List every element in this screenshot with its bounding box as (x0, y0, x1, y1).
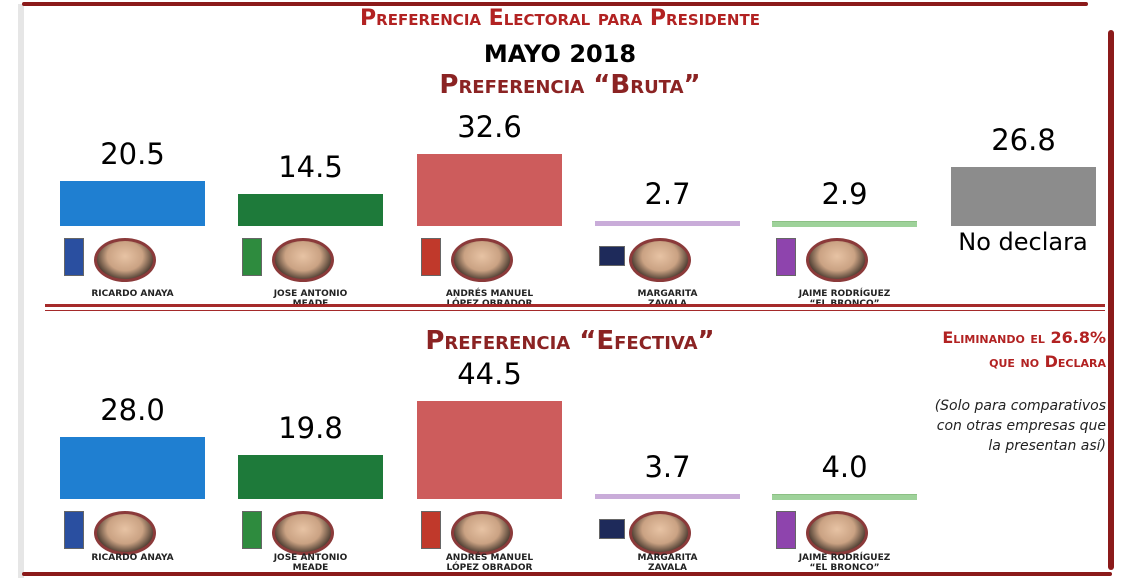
section-title-bruta: Preferencia “Bruta” (439, 70, 701, 100)
value-label-bruta-5: 26.8 (991, 123, 1056, 157)
value-label-bruta-2: 32.6 (457, 110, 522, 144)
note-comparativos: (Solo para comparativos con otras empres… (934, 398, 1106, 454)
candidate-photo-icon (94, 511, 156, 555)
party-logo-icon (64, 238, 84, 276)
candidate-photo-icon (629, 238, 691, 282)
bar-efectiva-1 (238, 455, 383, 499)
candidate-name: RICARDO ANAYA (91, 289, 174, 299)
value-label-efectiva-2: 44.5 (457, 357, 522, 391)
value-label-bruta-4: 2.9 (821, 177, 868, 211)
bar-bruta-2 (417, 154, 562, 226)
section-divider (45, 304, 1105, 307)
candidate-photo-icon (451, 511, 513, 555)
party-logo-icon (776, 511, 796, 549)
section-divider-thin (45, 310, 1105, 311)
value-label-efectiva-4: 4.0 (821, 450, 868, 484)
candidate-name: RICARDO ANAYA (91, 553, 174, 563)
note-eliminando: Eliminando el 26.8% (942, 328, 1106, 347)
value-label-bruta-1: 14.5 (278, 150, 343, 184)
candidate-photo-icon (806, 511, 868, 555)
no-declara-label: No declara (958, 228, 1088, 256)
frame-right-border (1108, 30, 1114, 570)
value-label-bruta-3: 2.7 (644, 177, 691, 211)
candidate-name: JAIME RODRÍGUEZ “EL BRONCO” (798, 553, 891, 573)
bar-efectiva-0 (60, 437, 205, 499)
candidate-name: ANDRÉS MANUEL LÓPEZ OBRADOR (445, 553, 534, 573)
bar-bruta-4 (772, 221, 917, 227)
party-logo-icon (242, 238, 262, 276)
frame-bottom-border (22, 572, 1112, 576)
party-logo-icon (599, 246, 625, 266)
bar-efectiva-4 (772, 494, 917, 500)
bar-bruta-3 (595, 221, 740, 226)
candidate-photo-icon (272, 238, 334, 282)
bar-efectiva-2 (417, 401, 562, 499)
bar-bruta-5 (951, 167, 1096, 226)
note-no-declara: que no Declara (989, 352, 1106, 371)
frame-left-shadow (18, 4, 24, 578)
page-date: MAYO 2018 (483, 40, 637, 68)
candidate-photo-icon (94, 238, 156, 282)
party-logo-icon (242, 511, 262, 549)
party-logo-icon (599, 519, 625, 539)
party-logo-icon (421, 511, 441, 549)
section-title-efectiva: Preferencia “Efectiva” (425, 326, 715, 356)
candidate-photo-icon (629, 511, 691, 555)
value-label-efectiva-0: 28.0 (100, 393, 165, 427)
value-label-efectiva-1: 19.8 (278, 411, 343, 445)
candidate-photo-icon (451, 238, 513, 282)
value-label-bruta-0: 20.5 (100, 137, 165, 171)
value-label-efectiva-3: 3.7 (644, 450, 691, 484)
party-logo-icon (421, 238, 441, 276)
candidate-photo-icon (272, 511, 334, 555)
bar-efectiva-3 (595, 494, 740, 499)
page-title: Preferencia Electoral para Presidente (360, 6, 760, 31)
party-logo-icon (64, 511, 84, 549)
party-logo-icon (776, 238, 796, 276)
candidate-name: JOSE ANTONIO MEADE (273, 553, 348, 573)
frame-top-border (22, 2, 1088, 6)
bar-bruta-1 (238, 194, 383, 226)
candidate-name: MARGARITA ZAVALA (637, 553, 698, 573)
bar-bruta-0 (60, 181, 205, 226)
candidate-photo-icon (806, 238, 868, 282)
